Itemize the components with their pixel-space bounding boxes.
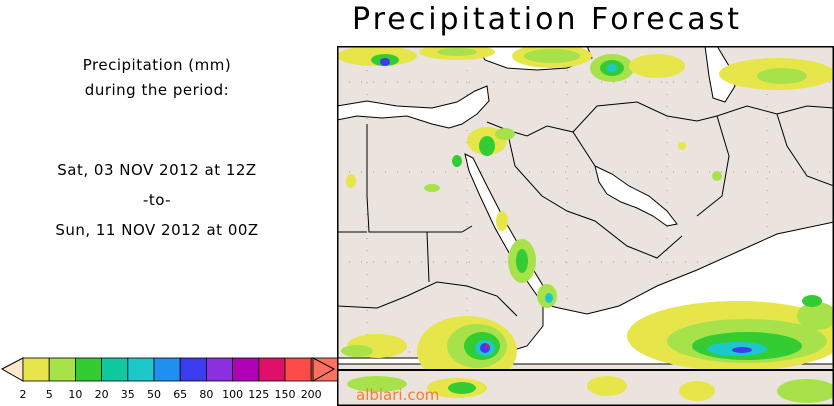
legend-swatch xyxy=(258,357,286,382)
legend-swatch xyxy=(101,357,129,382)
legend-label: 2 xyxy=(20,388,27,401)
precip-overlay-lower xyxy=(347,376,834,403)
country-borders xyxy=(337,101,834,317)
period-separator: -to- xyxy=(142,191,172,209)
legend-label: 100 xyxy=(222,388,243,401)
watermark: albiari.com xyxy=(356,386,440,404)
legend-swatch xyxy=(232,357,260,382)
legend-swatch xyxy=(205,357,233,382)
legend-label: 80 xyxy=(199,388,213,401)
precip-overlay xyxy=(337,46,834,386)
forecast-map xyxy=(337,46,834,406)
page-title: Precipitation Forecast xyxy=(352,2,742,37)
precip-unit-label: Precipitation (mm) xyxy=(82,56,232,74)
legend-label: 65 xyxy=(173,388,187,401)
precip-legend: 2 5 10 20 35 50 65 80 100 125 150 200 xyxy=(0,357,338,401)
legend-swatch xyxy=(48,357,76,382)
legend-swatch xyxy=(75,357,103,382)
legend-swatch xyxy=(153,357,181,382)
legend-swatch xyxy=(284,357,312,382)
period-start: Sat, 03 NOV 2012 at 12Z xyxy=(57,161,257,179)
legend-label: 125 xyxy=(248,388,269,401)
legend-swatch xyxy=(127,357,155,382)
period-end: Sun, 11 NOV 2012 at 00Z xyxy=(55,221,259,239)
legend-label: 5 xyxy=(46,388,53,401)
legend-swatch xyxy=(179,357,207,382)
legend-label: 10 xyxy=(68,388,82,401)
legend-label: 200 xyxy=(301,388,322,401)
legend-swatch xyxy=(22,357,50,382)
legend-label: 50 xyxy=(147,388,161,401)
legend-label: 35 xyxy=(121,388,135,401)
legend-label: 150 xyxy=(275,388,296,401)
legend-label: 20 xyxy=(95,388,109,401)
period-label: during the period: xyxy=(84,81,230,99)
